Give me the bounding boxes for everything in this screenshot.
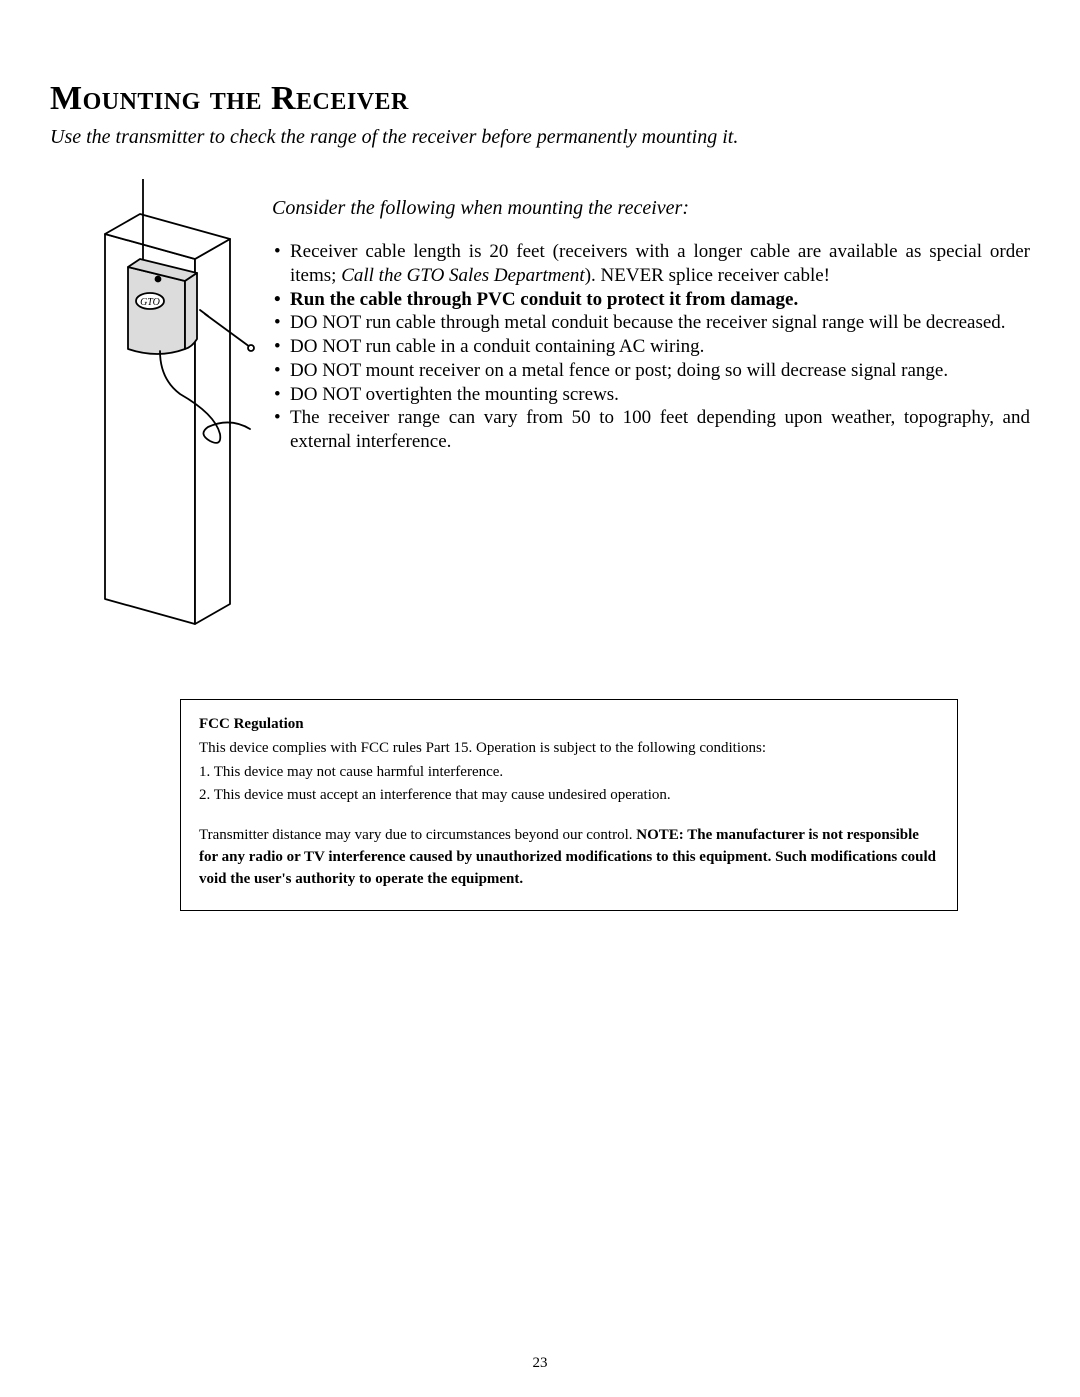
bullet-text-pre: The receiver range can vary from 50 to 1… <box>290 407 1030 452</box>
bullet-text-pre: DO NOT run cable through metal conduit b… <box>290 312 1006 333</box>
bullet-list: Receiver cable length is 20 feet (receiv… <box>272 240 1030 454</box>
bullet-item: DO NOT overtighten the mounting screws. <box>272 383 1030 407</box>
text-column: Consider the following when mounting the… <box>260 179 1030 454</box>
svg-text:GTO: GTO <box>140 297 160 308</box>
page-title: Mounting the Receiver <box>50 80 1030 118</box>
bullet-item: DO NOT run cable through metal conduit b… <box>272 311 1030 335</box>
fcc-line: 2. This device must accept an interferen… <box>199 785 939 807</box>
bullet-text-post: ). NEVER splice receiver cable! <box>585 265 830 286</box>
bullet-text-pre: Run the cable through PVC conduit to pro… <box>290 289 798 310</box>
fcc-title: FCC Regulation <box>199 714 939 736</box>
fcc-note-label: NOTE: <box>636 827 687 843</box>
content-columns: GTO Consider the following when mounting… <box>50 179 1030 639</box>
bullet-item: DO NOT mount receiver on a metal fence o… <box>272 359 1030 383</box>
page-number: 23 <box>0 1355 1080 1372</box>
subheading: Consider the following when mounting the… <box>272 197 1030 220</box>
receiver-on-post-figure: GTO <box>50 179 260 639</box>
manual-page: Mounting the Receiver Use the transmitte… <box>0 0 1080 1397</box>
bullet-text-pre: DO NOT run cable in a conduit containing… <box>290 336 704 357</box>
fcc-note-plain: Transmitter distance may vary due to cir… <box>199 827 636 843</box>
fcc-regulation-box: FCC Regulation This device complies with… <box>180 699 958 911</box>
fcc-note: Transmitter distance may vary due to cir… <box>199 825 939 890</box>
bullet-item: Receiver cable length is 20 feet (receiv… <box>272 240 1030 288</box>
bullet-text-ital: Call the GTO Sales Department <box>341 265 584 286</box>
bullet-text-pre: DO NOT overtighten the mounting screws. <box>290 384 619 405</box>
bullet-text-pre: DO NOT mount receiver on a metal fence o… <box>290 360 948 381</box>
fcc-line: 1. This device may not cause harmful int… <box>199 762 939 784</box>
bullet-item: Run the cable through PVC conduit to pro… <box>272 288 1030 312</box>
bullet-item: DO NOT run cable in a conduit containing… <box>272 335 1030 359</box>
intro-text: Use the transmitter to check the range o… <box>50 126 1030 149</box>
figure-column: GTO <box>50 179 260 639</box>
fcc-line: This device complies with FCC rules Part… <box>199 738 939 760</box>
bullet-item: The receiver range can vary from 50 to 1… <box>272 406 1030 454</box>
